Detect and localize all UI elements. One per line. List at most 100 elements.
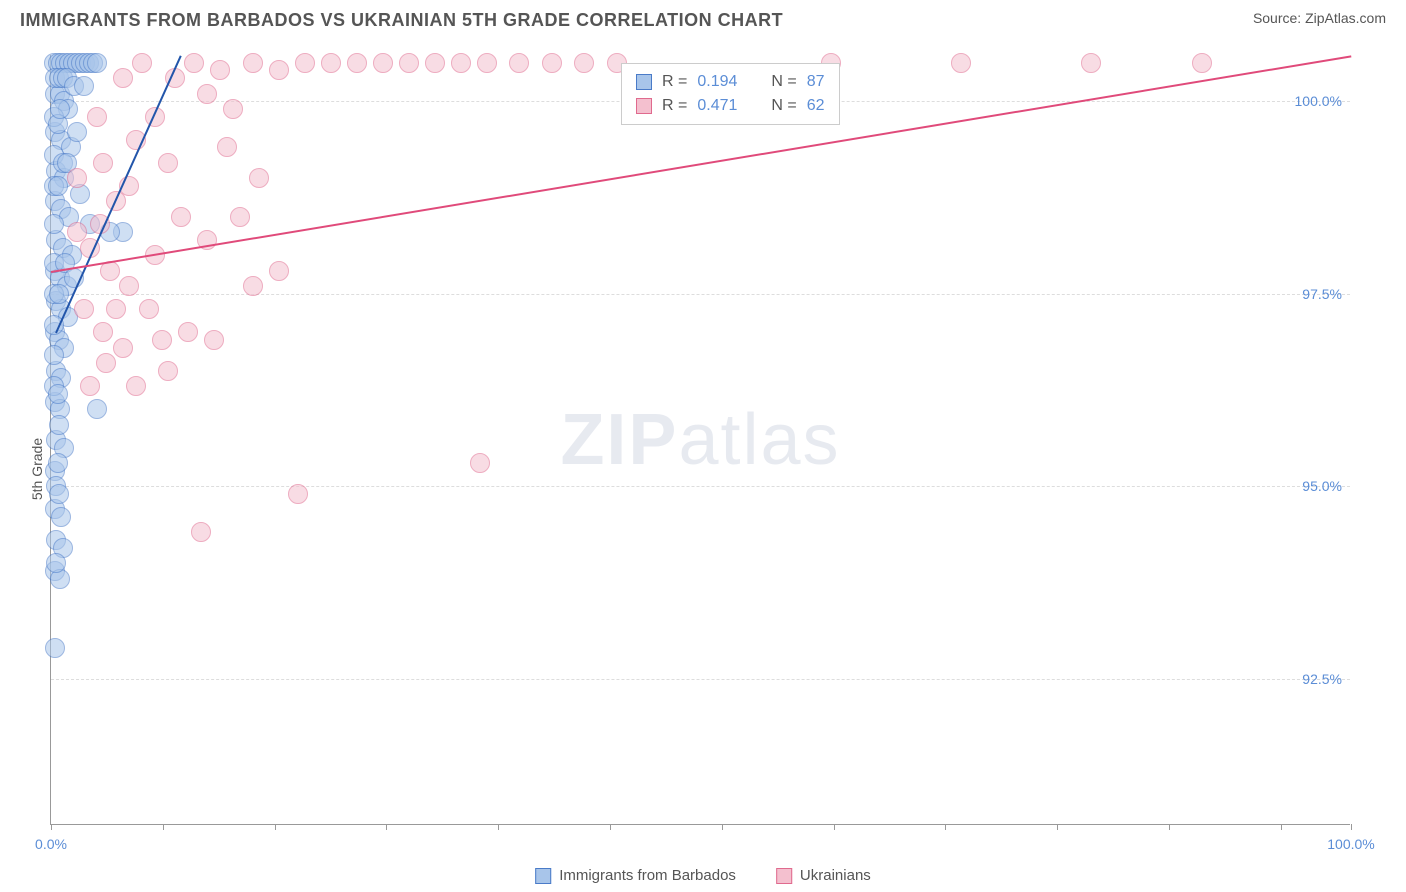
scatter-point	[373, 53, 393, 73]
scatter-point	[106, 299, 126, 319]
scatter-point	[48, 176, 68, 196]
scatter-point	[87, 107, 107, 127]
gridline	[51, 486, 1350, 487]
r-value: 0.471	[697, 97, 737, 115]
scatter-point	[1081, 53, 1101, 73]
scatter-point	[399, 53, 419, 73]
scatter-point	[171, 207, 191, 227]
chart-title: IMMIGRANTS FROM BARBADOS VS UKRAINIAN 5T…	[20, 10, 783, 31]
scatter-point	[48, 384, 68, 404]
scatter-point	[44, 345, 64, 365]
bottom-legend: Immigrants from Barbados Ukrainians	[535, 867, 871, 884]
legend-swatch	[636, 74, 652, 90]
xtick-mark	[610, 824, 611, 830]
n-value: 87	[807, 73, 825, 91]
chart-container: 5th Grade ZIPatlas 92.5%95.0%97.5%100.0%…	[0, 45, 1406, 892]
scatter-point	[113, 338, 133, 358]
source-value: ZipAtlas.com	[1305, 10, 1386, 26]
xtick-mark	[945, 824, 946, 830]
scatter-point	[80, 376, 100, 396]
scatter-point	[74, 76, 94, 96]
scatter-point	[269, 60, 289, 80]
xtick-mark	[498, 824, 499, 830]
scatter-point	[87, 53, 107, 73]
ytick-label: 97.5%	[1302, 286, 1342, 302]
scatter-point	[74, 299, 94, 319]
scatter-point	[45, 638, 65, 658]
scatter-point	[67, 168, 87, 188]
scatter-point	[542, 53, 562, 73]
scatter-point	[184, 53, 204, 73]
scatter-point	[49, 484, 69, 504]
xtick-label: 100.0%	[1327, 836, 1374, 852]
scatter-point	[46, 553, 66, 573]
legend-swatch-barbados	[535, 868, 551, 884]
scatter-point	[243, 276, 263, 296]
scatter-point	[451, 53, 471, 73]
scatter-point	[191, 522, 211, 542]
xtick-mark	[1169, 824, 1170, 830]
scatter-point	[197, 84, 217, 104]
scatter-point	[477, 53, 497, 73]
scatter-point	[113, 68, 133, 88]
ytick-label: 95.0%	[1302, 478, 1342, 494]
scatter-point	[49, 415, 69, 435]
ytick-label: 100.0%	[1295, 93, 1342, 109]
source-label: Source: ZipAtlas.com	[1253, 10, 1386, 26]
watermark: ZIPatlas	[560, 399, 840, 481]
scatter-point	[93, 322, 113, 342]
scatter-point	[126, 376, 146, 396]
scatter-point	[132, 53, 152, 73]
scatter-point	[93, 153, 113, 173]
scatter-point	[204, 330, 224, 350]
scatter-point	[67, 222, 87, 242]
legend-swatch-ukrainians	[776, 868, 792, 884]
scatter-point	[96, 353, 116, 373]
xtick-mark	[1281, 824, 1282, 830]
xtick-mark	[275, 824, 276, 830]
xtick-mark	[1057, 824, 1058, 830]
scatter-point	[288, 484, 308, 504]
scatter-point	[509, 53, 529, 73]
legend-swatch	[636, 98, 652, 114]
scatter-point	[210, 60, 230, 80]
r-value: 0.194	[697, 73, 737, 91]
scatter-point	[470, 453, 490, 473]
plot-area: ZIPatlas 92.5%95.0%97.5%100.0%0.0%100.0%…	[50, 55, 1350, 825]
xtick-mark	[1351, 824, 1352, 830]
scatter-point	[139, 299, 159, 319]
scatter-point	[178, 322, 198, 342]
scatter-point	[269, 261, 289, 281]
scatter-point	[243, 53, 263, 73]
scatter-point	[223, 99, 243, 119]
n-value: 62	[807, 97, 825, 115]
scatter-point	[158, 361, 178, 381]
xtick-mark	[834, 824, 835, 830]
legend-label-barbados: Immigrants from Barbados	[559, 867, 736, 884]
xtick-mark	[386, 824, 387, 830]
scatter-point	[50, 99, 70, 119]
scatter-point	[152, 330, 172, 350]
scatter-point	[295, 53, 315, 73]
legend-item-ukrainians: Ukrainians	[776, 867, 871, 884]
scatter-point	[425, 53, 445, 73]
scatter-point	[51, 507, 71, 527]
scatter-point	[249, 168, 269, 188]
xtick-mark	[722, 824, 723, 830]
scatter-point	[574, 53, 594, 73]
scatter-point	[230, 207, 250, 227]
legend-label-ukrainians: Ukrainians	[800, 867, 871, 884]
scatter-point	[48, 453, 68, 473]
scatter-point	[119, 276, 139, 296]
xtick-label: 0.0%	[35, 836, 67, 852]
scatter-point	[49, 284, 69, 304]
scatter-point	[67, 122, 87, 142]
scatter-point	[347, 53, 367, 73]
stats-legend-row: R = 0.471N = 62	[636, 94, 825, 118]
xtick-mark	[163, 824, 164, 830]
ytick-label: 92.5%	[1302, 671, 1342, 687]
gridline	[51, 679, 1350, 680]
scatter-point	[321, 53, 341, 73]
xtick-mark	[51, 824, 52, 830]
stats-legend: R = 0.194N = 87R = 0.471N = 62	[621, 63, 840, 125]
